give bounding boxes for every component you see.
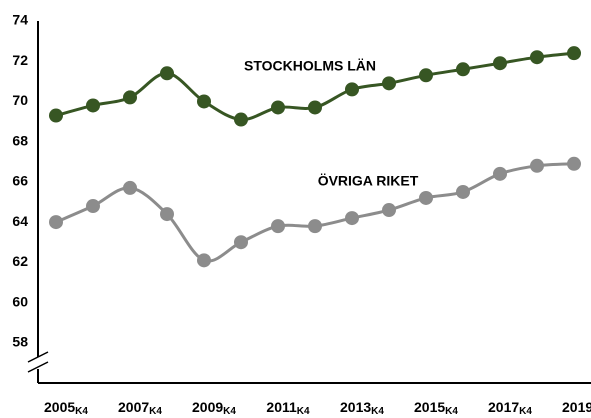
y-tick-label: 64 bbox=[12, 213, 28, 229]
y-tick-label: 72 bbox=[12, 52, 28, 68]
x-tick-suffix: K4 bbox=[519, 406, 532, 417]
y-tick-label: 70 bbox=[12, 92, 28, 108]
data-point bbox=[234, 112, 248, 127]
data-point bbox=[308, 219, 322, 234]
x-tick-suffix: K4 bbox=[75, 406, 88, 417]
x-tick-label: 2007K4 bbox=[118, 399, 162, 417]
y-tick-label: 68 bbox=[12, 132, 28, 148]
x-tick-suffix: K4 bbox=[445, 406, 458, 417]
data-point bbox=[49, 108, 63, 123]
series-label: STOCKHOLMS LÄN bbox=[244, 58, 376, 74]
x-tick-year: 2015 bbox=[414, 399, 445, 415]
data-point bbox=[530, 158, 544, 173]
x-tick-label: 2005K4 bbox=[44, 399, 88, 417]
x-tick-year: 2007 bbox=[118, 399, 149, 415]
data-point bbox=[493, 166, 507, 181]
data-point bbox=[456, 62, 470, 77]
x-tick-year: 2019 bbox=[562, 399, 591, 415]
x-tick-suffix: K4 bbox=[149, 406, 162, 417]
data-point bbox=[160, 207, 174, 222]
data-point bbox=[345, 211, 359, 226]
x-tick-year: 2017 bbox=[488, 399, 519, 415]
x-tick-suffix: K4 bbox=[297, 406, 310, 417]
data-point bbox=[456, 184, 470, 199]
data-point bbox=[234, 235, 248, 250]
x-tick-label: 2011K4 bbox=[266, 399, 310, 417]
x-tick-year: 2009 bbox=[192, 399, 223, 415]
data-point bbox=[419, 190, 433, 205]
x-tick-year: 2011 bbox=[266, 399, 297, 415]
x-tick-label: 2017K4 bbox=[488, 399, 532, 417]
axis-break bbox=[27, 351, 49, 363]
y-tick-label: 58 bbox=[12, 333, 28, 349]
axis-break bbox=[27, 361, 49, 373]
data-point bbox=[419, 68, 433, 83]
data-point bbox=[493, 56, 507, 71]
data-point bbox=[271, 100, 285, 115]
x-tick-suffix: K4 bbox=[223, 406, 236, 417]
data-point bbox=[197, 253, 211, 268]
x-tick-label: 2013K4 bbox=[340, 399, 384, 417]
x-tick-label: 2019K4 bbox=[562, 399, 591, 417]
data-point bbox=[197, 94, 211, 109]
data-point bbox=[382, 76, 396, 91]
series-label: ÖVRIGA RIKET bbox=[318, 173, 419, 189]
data-point bbox=[271, 219, 285, 234]
data-point bbox=[160, 66, 174, 81]
data-point bbox=[308, 100, 322, 115]
x-tick-label: 2015K4 bbox=[414, 399, 458, 417]
axis-break-gap bbox=[30, 357, 46, 369]
data-point bbox=[382, 203, 396, 218]
x-tick-year: 2005 bbox=[44, 399, 75, 415]
x-tick-suffix: K4 bbox=[371, 406, 384, 417]
y-tick-label: 74 bbox=[12, 12, 28, 28]
data-point bbox=[567, 156, 581, 171]
data-point bbox=[567, 46, 581, 61]
y-tick-label: 62 bbox=[12, 253, 28, 269]
data-point bbox=[345, 82, 359, 97]
data-point bbox=[123, 180, 137, 195]
data-point bbox=[49, 215, 63, 230]
x-tick-label: 2009K4 bbox=[192, 399, 236, 417]
data-point bbox=[123, 90, 137, 105]
y-tick-label: 66 bbox=[12, 173, 28, 189]
y-tick-label: 60 bbox=[12, 293, 28, 309]
x-tick-year: 2013 bbox=[340, 399, 371, 415]
data-point bbox=[86, 199, 100, 214]
data-point bbox=[530, 50, 544, 65]
data-point bbox=[86, 98, 100, 113]
